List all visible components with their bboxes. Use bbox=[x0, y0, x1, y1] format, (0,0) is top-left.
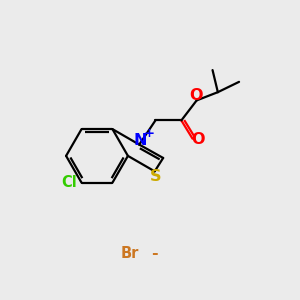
Text: O: O bbox=[189, 88, 203, 103]
Text: Br: Br bbox=[120, 246, 139, 261]
Text: N: N bbox=[134, 133, 148, 148]
Text: +: + bbox=[144, 127, 155, 140]
Text: S: S bbox=[149, 169, 161, 184]
Text: O: O bbox=[191, 132, 205, 147]
Text: -: - bbox=[151, 246, 158, 261]
Text: Cl: Cl bbox=[61, 175, 77, 190]
